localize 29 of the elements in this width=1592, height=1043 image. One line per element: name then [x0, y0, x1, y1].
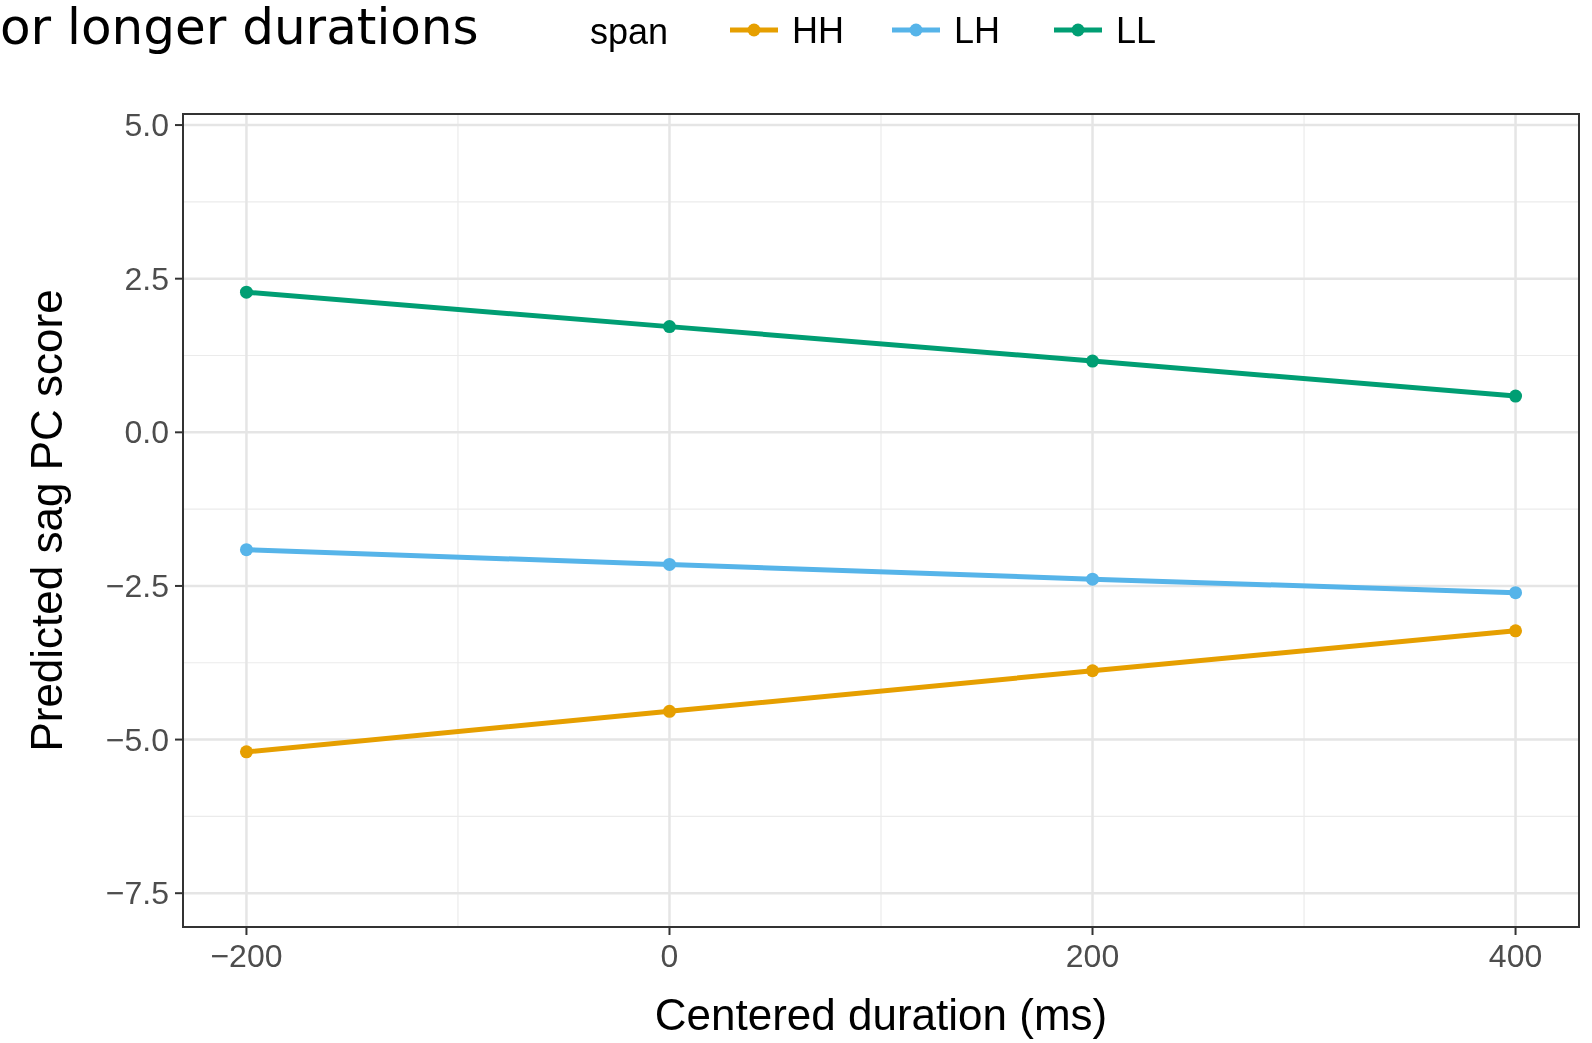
- point: [239, 543, 253, 557]
- x-tick-label: 0: [660, 938, 679, 974]
- y-tick-label: −5.0: [105, 721, 169, 758]
- point: [662, 704, 676, 718]
- y-tick-label: −2.5: [105, 567, 169, 604]
- point: [1086, 354, 1100, 368]
- y-tick-label: 5.0: [124, 107, 169, 144]
- x-tick-label: 400: [1488, 938, 1543, 974]
- legend-label: LH: [954, 10, 1001, 51]
- point: [662, 320, 676, 334]
- legend-title: span: [590, 11, 669, 52]
- point: [239, 745, 253, 759]
- point: [1086, 572, 1100, 586]
- y-axis-title: Predicted sag PC score: [22, 289, 71, 752]
- y-tick-label: 2.5: [124, 260, 169, 297]
- y-tick-label: −7.5: [105, 875, 169, 912]
- x-tick-label: 200: [1065, 938, 1120, 974]
- point: [1509, 624, 1523, 638]
- point: [1086, 664, 1100, 678]
- y-tick-label: 0.0: [124, 414, 169, 451]
- point: [1509, 586, 1523, 600]
- x-tick-label: −200: [210, 938, 283, 974]
- x-axis-title: Centered duration (ms): [654, 990, 1108, 1039]
- point: [239, 285, 253, 299]
- legend-label: HH: [792, 10, 844, 51]
- point: [662, 557, 676, 571]
- legend-label: LL: [1116, 10, 1157, 51]
- chart-title: or longer durations: [0, 0, 479, 56]
- point: [1509, 389, 1523, 403]
